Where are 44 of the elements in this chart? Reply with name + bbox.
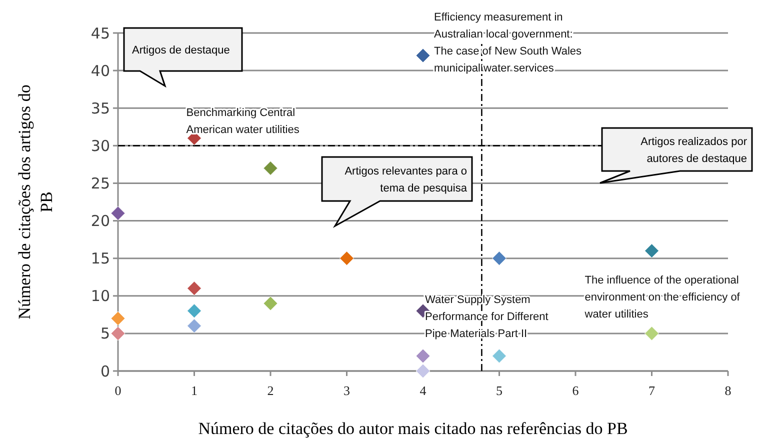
y-tick-label: 25 — [90, 174, 110, 192]
point — [644, 244, 659, 258]
y-tick-label: 30 — [90, 136, 110, 155]
x-tick-label: 7 — [648, 383, 656, 398]
y-tick-label: 35 — [90, 99, 110, 118]
annotation: Water Supply System Performance for Different Pipe Materials Part II — [425, 294, 548, 340]
point — [416, 48, 430, 63]
annotation: Artigos relevantes para o tema de pesquisa — [344, 166, 468, 194]
y-tick-label: 20 — [90, 212, 110, 230]
annotation: Artigos de destaque — [132, 44, 230, 56]
point — [110, 326, 126, 341]
y-tick-label: 0 — [100, 362, 110, 380]
x-tick-label: 5 — [496, 383, 502, 398]
y-axis-title: Número de citações dos artigos do PB — [15, 84, 56, 320]
point — [416, 348, 430, 364]
point — [187, 304, 202, 318]
x-tick-label: 2 — [267, 383, 274, 398]
y-tick-label: 15 — [90, 250, 110, 268]
annotation: The influence of the operational environment on the efficiency of water utilities — [584, 274, 741, 320]
annotation: Artigos realizados por autores de destaque — [640, 136, 748, 165]
point — [492, 251, 506, 266]
point — [263, 160, 278, 176]
point — [110, 206, 126, 221]
x-tick-label: 6 — [572, 383, 580, 398]
point — [492, 348, 506, 364]
point — [110, 311, 126, 326]
annotation: Efficiency measurement in Australian local government: The case of New South Wales municipal water services — [434, 12, 582, 75]
x-tick-label: 1 — [191, 383, 198, 398]
point — [340, 251, 354, 266]
x-tick-label: 8 — [724, 383, 732, 398]
point — [263, 296, 278, 311]
point — [187, 318, 202, 334]
y-tick-label: 5 — [100, 324, 110, 343]
y-tick-label: 45 — [90, 24, 110, 42]
x-tick-label: 4 — [420, 383, 427, 398]
y-tick-label: 40 — [90, 62, 110, 80]
x-axis-title: Número de citações do autor mais citado nas referências do PB — [198, 419, 628, 438]
y-tick-label: 10 — [90, 287, 110, 306]
x-tick-label: 3 — [344, 383, 350, 398]
point — [416, 364, 430, 378]
annotation: Benchmarking Central American water utilities — [186, 107, 300, 136]
point — [187, 281, 202, 296]
point — [644, 326, 659, 341]
x-tick-label: 0 — [114, 383, 122, 398]
